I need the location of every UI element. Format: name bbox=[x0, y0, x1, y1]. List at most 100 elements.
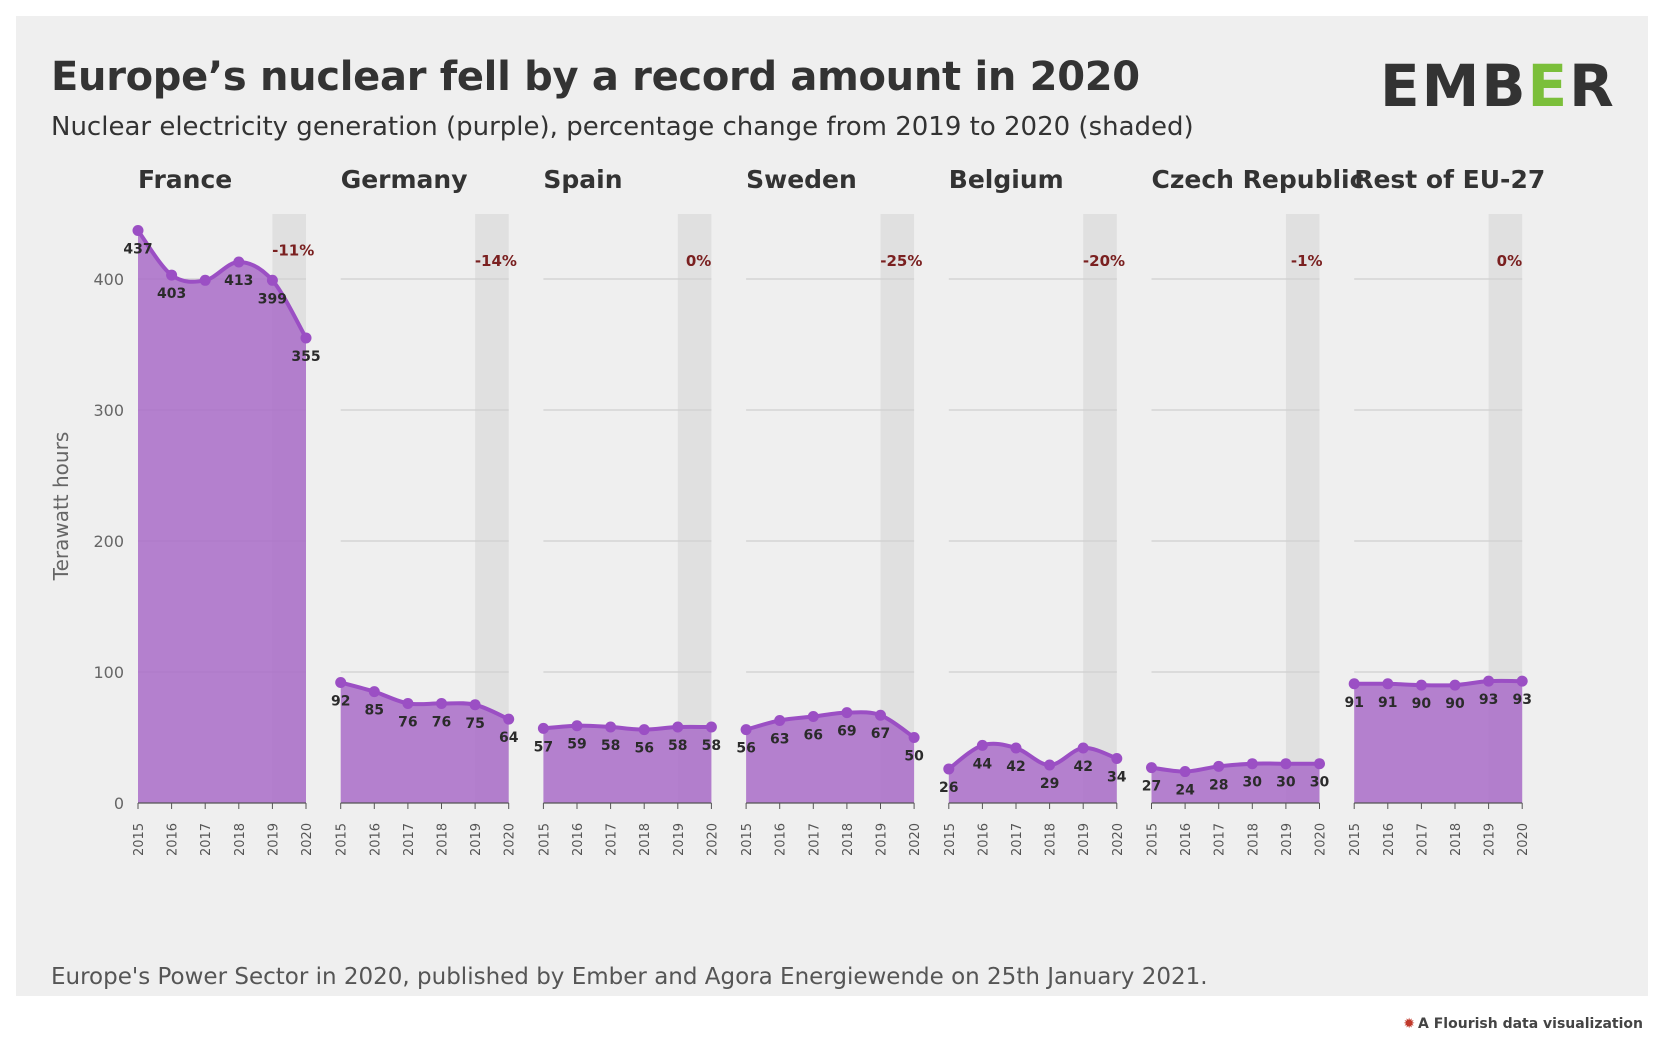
area-fill bbox=[1151, 763, 1320, 803]
x-tick-label: 2015 bbox=[335, 823, 350, 856]
data-point bbox=[436, 697, 447, 709]
change-label: -1% bbox=[1291, 252, 1323, 270]
x-tick-label: 2016 bbox=[166, 823, 181, 856]
data-point bbox=[469, 699, 481, 711]
x-tick-label: 2016 bbox=[368, 823, 383, 856]
x-tick-label: 2015 bbox=[1348, 823, 1363, 856]
data-label: 92 bbox=[331, 693, 350, 709]
x-tick-label: 2018 bbox=[1449, 823, 1464, 856]
x-tick-label: 2018 bbox=[841, 823, 856, 856]
x-tick-label: 2016 bbox=[571, 823, 586, 856]
data-point bbox=[807, 711, 819, 723]
data-point bbox=[1111, 752, 1123, 764]
data-point bbox=[1314, 758, 1325, 770]
data-label: 93 bbox=[1512, 692, 1531, 708]
x-tick-label: 2017 bbox=[402, 823, 417, 856]
data-point bbox=[774, 714, 786, 726]
x-tick-label: 2018 bbox=[233, 823, 248, 856]
flourish-icon: ✹ bbox=[1403, 1016, 1416, 1032]
data-point bbox=[368, 686, 380, 698]
x-tick-label: 2017 bbox=[605, 823, 620, 856]
x-tick-label: 2020 bbox=[908, 823, 923, 856]
data-label: 403 bbox=[157, 286, 186, 302]
y-tick-label: 100 bbox=[93, 663, 124, 682]
data-point bbox=[335, 676, 347, 688]
data-point bbox=[503, 713, 515, 725]
area-fill bbox=[543, 725, 712, 803]
panel-title: Czech Republic bbox=[1152, 165, 1365, 194]
data-label: 58 bbox=[668, 738, 687, 754]
small-multiples-chart: Terawatt hours 0 100 200 300 400 France 437 2015… bbox=[49, 165, 1545, 856]
change-label: 0% bbox=[686, 252, 711, 270]
x-tick-label: 2019 bbox=[266, 823, 281, 856]
data-point bbox=[199, 274, 211, 286]
data-point bbox=[571, 720, 583, 732]
x-tick-label: 2019 bbox=[672, 823, 687, 856]
source-note: Europe's Power Sector in 2020, published… bbox=[51, 964, 1208, 990]
x-tick-label: 2019 bbox=[1280, 823, 1295, 856]
x-tick-label: 2016 bbox=[1382, 823, 1397, 856]
data-label: 58 bbox=[702, 738, 721, 754]
data-label: 85 bbox=[365, 703, 384, 719]
y-tick-label: 200 bbox=[93, 532, 124, 551]
data-label: 93 bbox=[1479, 692, 1498, 708]
credit-text: A Flourish data visualization bbox=[1418, 1016, 1643, 1032]
data-point bbox=[1280, 758, 1292, 770]
data-point bbox=[1382, 678, 1394, 690]
data-point bbox=[1516, 675, 1528, 687]
change-label: -11% bbox=[272, 241, 314, 259]
x-tick-label: 2016 bbox=[976, 823, 991, 856]
x-tick-label: 2019 bbox=[1483, 823, 1498, 856]
change-shade-band bbox=[677, 214, 712, 803]
data-label: 75 bbox=[465, 716, 484, 732]
data-label: 91 bbox=[1378, 695, 1397, 711]
data-label: 27 bbox=[1142, 779, 1161, 795]
data-label: 355 bbox=[291, 349, 320, 365]
x-tick-label: 2015 bbox=[740, 823, 755, 856]
data-label: 30 bbox=[1243, 775, 1263, 791]
x-tick-label: 2020 bbox=[1314, 823, 1329, 856]
data-point bbox=[132, 225, 144, 237]
data-point bbox=[166, 269, 178, 281]
panel-title: Sweden bbox=[746, 165, 857, 194]
data-point bbox=[266, 274, 278, 286]
panel-title: Rest of EU-27 bbox=[1354, 165, 1545, 194]
data-label: 30 bbox=[1276, 775, 1296, 791]
data-point bbox=[1483, 675, 1495, 687]
data-label: 69 bbox=[837, 724, 856, 740]
data-point bbox=[875, 709, 886, 721]
data-label: 437 bbox=[123, 242, 152, 258]
data-point bbox=[976, 739, 988, 751]
panel-title: France bbox=[138, 165, 232, 194]
area-fill bbox=[746, 712, 915, 803]
data-point bbox=[1415, 679, 1427, 691]
data-point bbox=[1213, 760, 1225, 772]
change-shade-band bbox=[1285, 214, 1320, 803]
flourish-credit[interactable]: ✹ A Flourish data visualization bbox=[1403, 1016, 1643, 1032]
x-tick-label: 2017 bbox=[1213, 823, 1228, 856]
data-point bbox=[1146, 762, 1157, 774]
chart-subtitle: Nuclear electricity generation (purple),… bbox=[51, 112, 1194, 142]
change-shade-band bbox=[1083, 214, 1117, 803]
change-label: 0% bbox=[1497, 252, 1522, 270]
data-label: 76 bbox=[432, 714, 451, 730]
data-point bbox=[300, 332, 312, 344]
data-label: 42 bbox=[1006, 759, 1025, 775]
data-label: 50 bbox=[904, 749, 924, 765]
data-label: 30 bbox=[1310, 775, 1330, 791]
data-label: 28 bbox=[1209, 777, 1228, 793]
x-tick-label: 2017 bbox=[807, 823, 822, 856]
y-axis-label: Terawatt hours bbox=[49, 432, 73, 582]
area-fill bbox=[948, 743, 1117, 803]
data-point bbox=[537, 722, 549, 734]
x-tick-label: 2015 bbox=[537, 823, 552, 856]
data-point bbox=[1179, 766, 1191, 778]
x-tick-label: 2016 bbox=[1179, 823, 1194, 856]
data-point bbox=[672, 721, 684, 733]
panel-title: Spain bbox=[543, 165, 622, 194]
data-label: 58 bbox=[601, 738, 620, 754]
chart-title: Europe’s nuclear fell by a record amount… bbox=[51, 54, 1140, 100]
data-label: 399 bbox=[258, 291, 287, 307]
data-label: 67 bbox=[871, 726, 890, 742]
data-label: 66 bbox=[804, 728, 823, 744]
